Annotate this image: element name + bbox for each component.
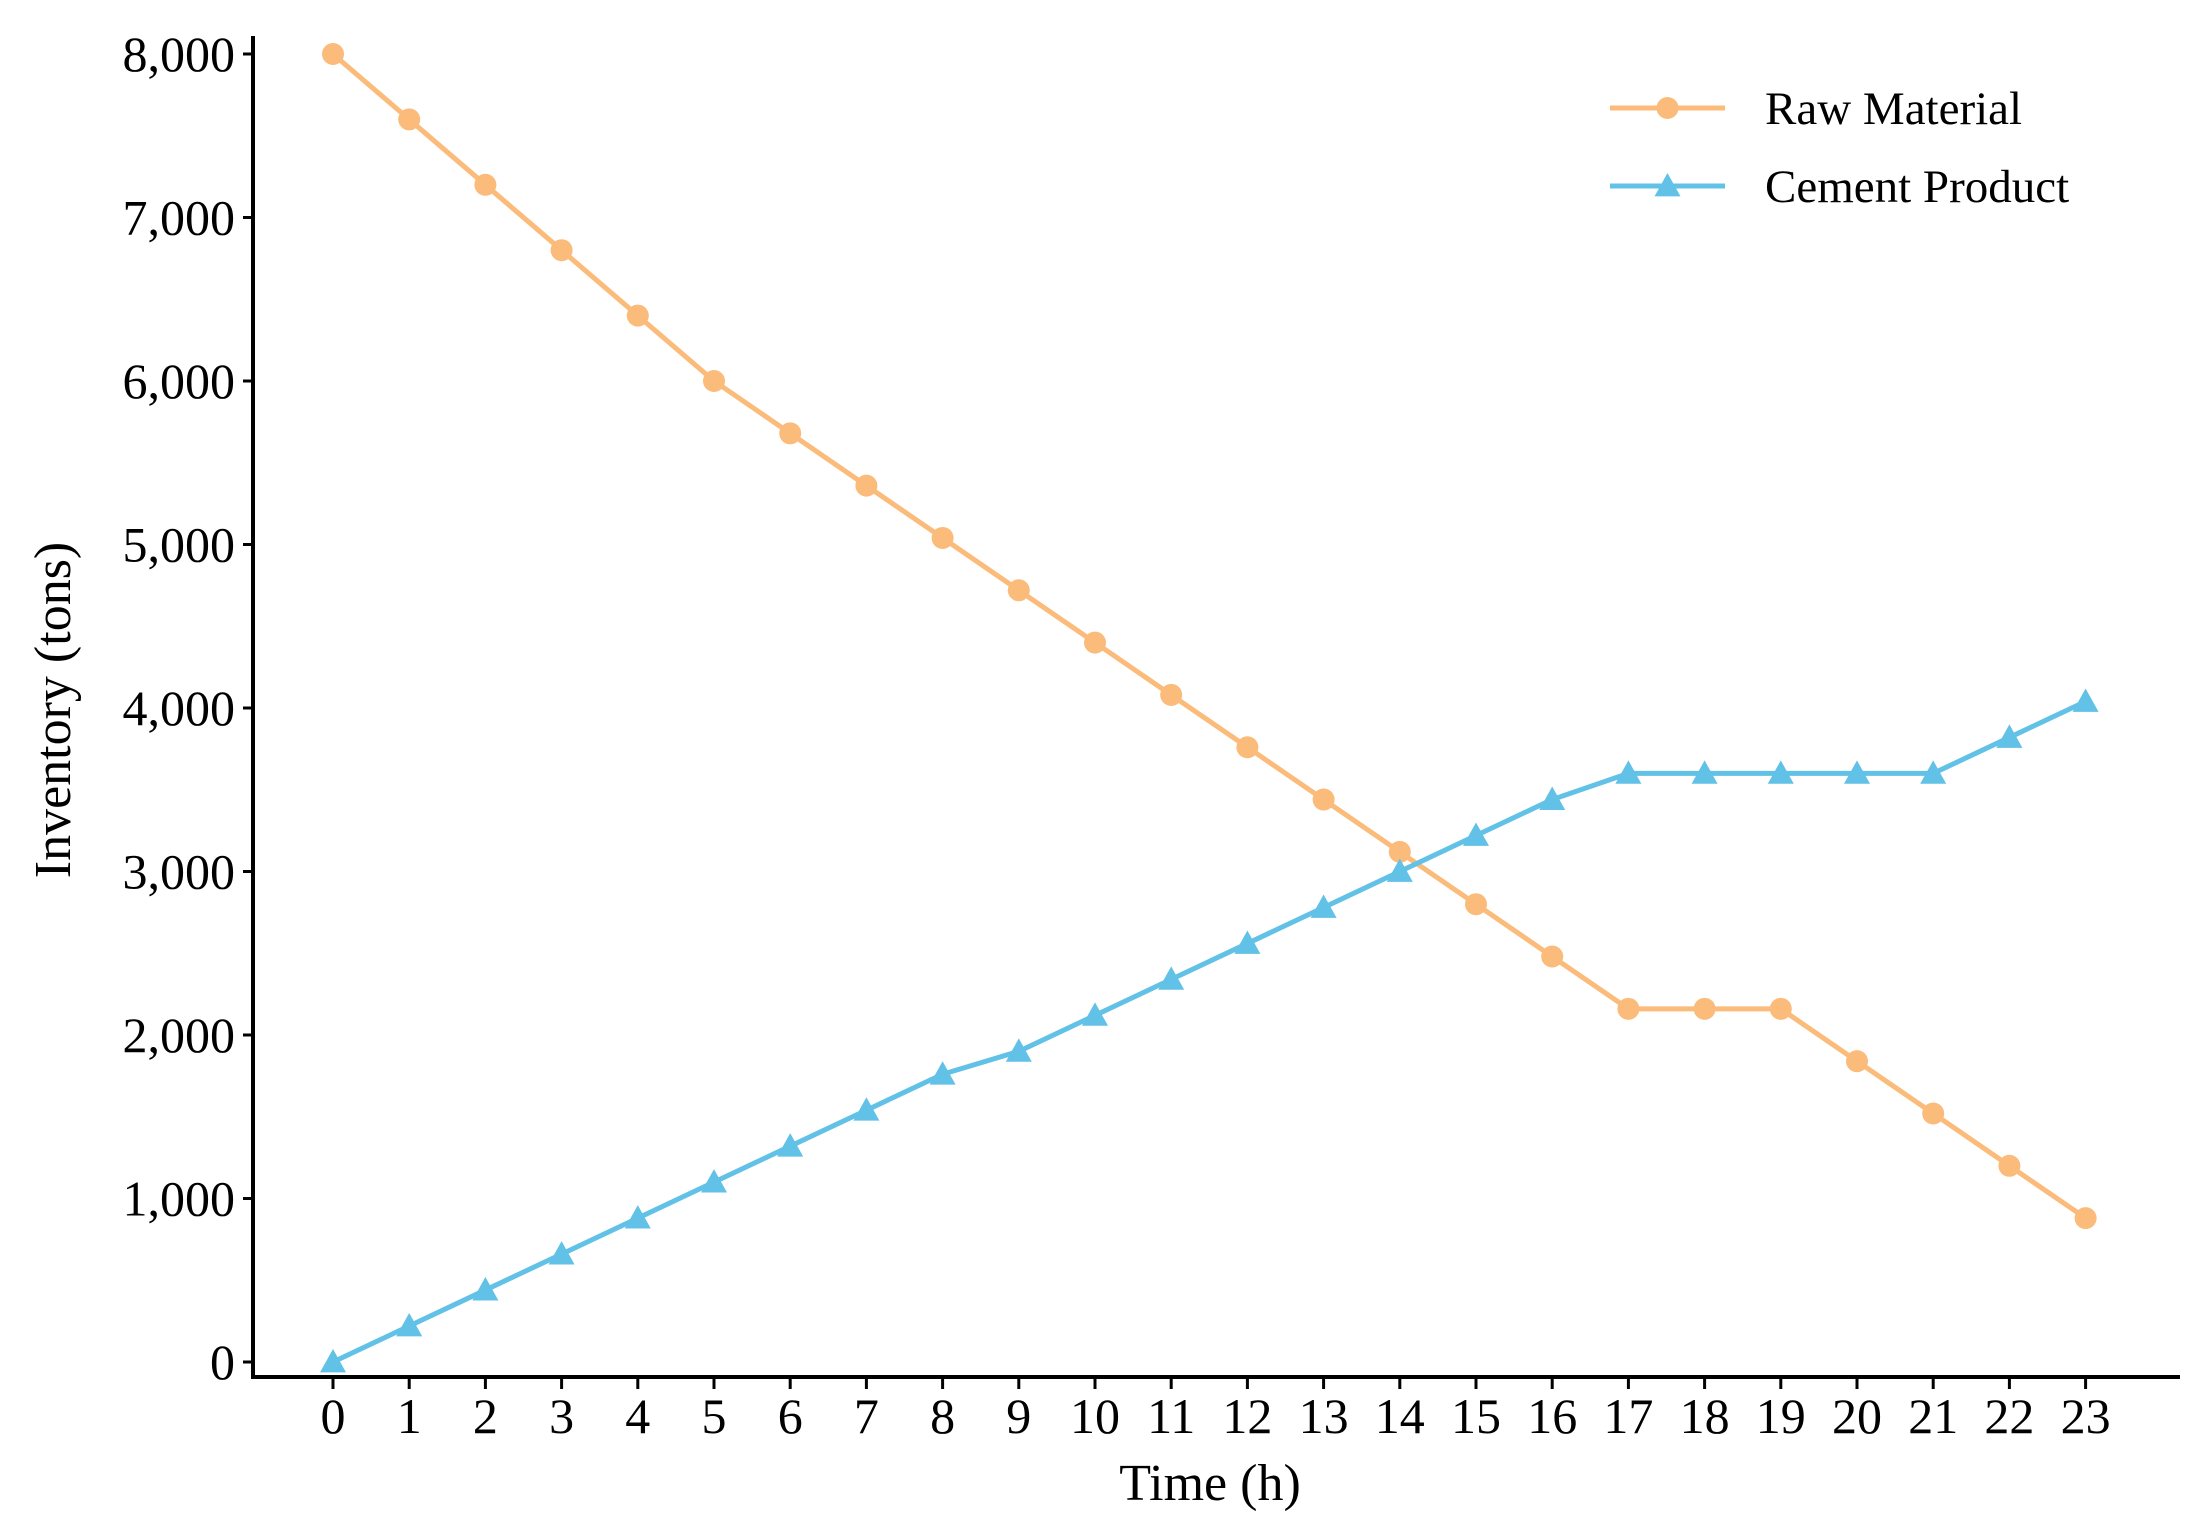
x-tick-label: 20	[1832, 1388, 1882, 1444]
x-tick-label: 22	[1984, 1388, 2034, 1444]
legend-swatch-marker	[1654, 173, 1681, 197]
data-point	[396, 1313, 423, 1337]
data-point	[548, 1241, 575, 1265]
data-point	[1541, 945, 1564, 968]
x-tick-label: 14	[1375, 1388, 1425, 1444]
y-tick-label: 6,000	[123, 353, 236, 409]
data-point	[322, 43, 344, 65]
x-tick-label: 13	[1299, 1388, 1349, 1444]
y-tick-label: 2,000	[123, 1007, 236, 1063]
data-point	[1082, 1002, 1108, 1026]
axes-layer	[251, 36, 2180, 1379]
data-point	[1769, 997, 1792, 1020]
data-point	[1922, 1102, 1945, 1125]
data-point	[1996, 724, 2023, 748]
y-tick-label: 4,000	[123, 680, 236, 736]
data-point	[1767, 760, 1794, 784]
data-point	[1234, 930, 1261, 954]
data-point	[624, 1205, 651, 1229]
y-tick-label: 5,000	[123, 517, 236, 573]
data-point	[2074, 1207, 2097, 1230]
legend-label: Raw Material	[1765, 83, 2022, 135]
series-cement-product	[320, 688, 2099, 1373]
data-point	[472, 1277, 499, 1301]
data-point	[1617, 997, 1640, 1020]
y-axis-title: Inventory (tons)	[25, 542, 82, 878]
data-point	[1844, 760, 1870, 784]
x-tick-label: 6	[778, 1388, 803, 1444]
data-point	[1388, 840, 1411, 863]
x-tick-label: 15	[1451, 1388, 1501, 1444]
data-point	[1539, 786, 1566, 810]
data-point	[1005, 1038, 1032, 1062]
y-tick-label: 0	[210, 1334, 235, 1390]
x-tick-label: 16	[1527, 1388, 1577, 1444]
data-point	[1158, 966, 1185, 990]
data-point	[1920, 760, 1947, 784]
data-point	[550, 239, 573, 262]
x-tick-label: 8	[930, 1388, 955, 1444]
data-point	[703, 370, 725, 392]
y-tick-label: 7,000	[123, 190, 236, 246]
x-tick-label: 23	[2061, 1388, 2111, 1444]
y-tick-label: 8,000	[123, 26, 236, 82]
data-point	[398, 108, 421, 131]
y-ticks: 0 1,000 2,000 3,000 4,000 5,000 6,000 7,000 8,00…	[123, 26, 253, 1390]
x-tick-label: 12	[1222, 1388, 1272, 1444]
legend-label: Cement Product	[1765, 161, 2069, 213]
data-point	[1160, 683, 1183, 706]
y-tick-label: 3,000	[123, 844, 236, 900]
data-point	[1693, 997, 1716, 1020]
x-tick-label: 17	[1603, 1388, 1653, 1444]
data-point	[777, 1133, 804, 1157]
series-line	[331, 52, 2088, 1221]
x-tick-label: 4	[625, 1388, 650, 1444]
data-point	[320, 1349, 346, 1373]
x-tick-label: 0	[321, 1388, 346, 1444]
x-tick-label: 3	[549, 1388, 574, 1444]
data-point	[1691, 760, 1718, 784]
data-point	[929, 1061, 956, 1085]
data-point	[1386, 858, 1413, 882]
legend-swatch-marker	[1656, 97, 1679, 119]
legend: Raw Material Cement Product	[1610, 83, 2069, 213]
x-tick-label: 11	[1147, 1388, 1195, 1444]
data-point	[779, 422, 802, 445]
series-layer	[320, 43, 2099, 1373]
data-point	[1236, 736, 1259, 759]
data-point	[626, 304, 649, 327]
x-tick-label: 10	[1070, 1388, 1120, 1444]
data-point	[855, 474, 878, 497]
data-point	[1310, 894, 1337, 918]
y-tick-label: 1,000	[123, 1171, 236, 1227]
x-tick-label: 1	[397, 1388, 422, 1444]
data-point	[853, 1097, 880, 1121]
x-tick-label: 21	[1908, 1388, 1958, 1444]
data-point	[701, 1169, 727, 1193]
x-tick-label: 9	[1006, 1388, 1031, 1444]
legend-item: Cement Product	[1610, 161, 2069, 213]
data-point	[1312, 788, 1335, 811]
data-point	[2072, 688, 2099, 712]
x-axis-title: Time (h)	[1119, 1455, 1301, 1512]
x-tick-label: 18	[1680, 1388, 1730, 1444]
series-raw-material	[322, 43, 2097, 1230]
x-tick-label: 7	[854, 1388, 879, 1444]
data-point	[1998, 1154, 2021, 1177]
series-line	[331, 699, 2087, 1365]
data-point	[1465, 893, 1487, 916]
data-point	[931, 526, 954, 549]
data-point	[1007, 579, 1030, 602]
x-tick-label: 2	[473, 1388, 498, 1444]
data-point	[1615, 760, 1642, 784]
x-tick-label: 5	[702, 1388, 727, 1444]
legend-item: Raw Material	[1610, 83, 2022, 135]
x-ticks: 0 1 2 3 4 5 6 7 8 9 10 11 12 13 14 15 16 17 18 19 20 21 22 23	[321, 1377, 2111, 1444]
x-tick-label: 19	[1756, 1388, 1806, 1444]
data-point	[1084, 631, 1106, 654]
data-point	[1846, 1050, 1868, 1073]
data-point	[1463, 822, 1489, 846]
data-point	[474, 173, 497, 196]
